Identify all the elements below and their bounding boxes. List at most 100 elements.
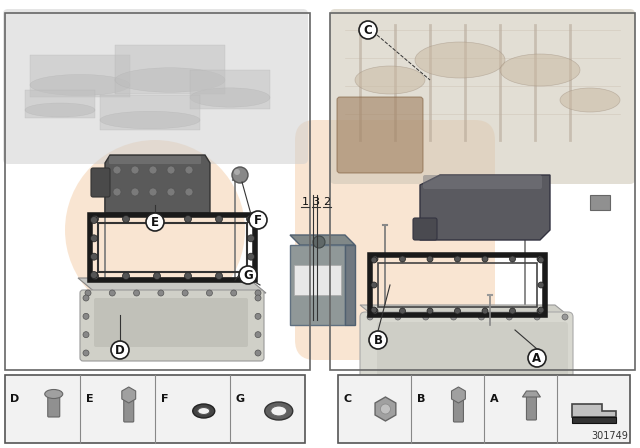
Circle shape (65, 140, 245, 320)
Text: B: B (417, 394, 425, 404)
Ellipse shape (271, 406, 287, 416)
Circle shape (537, 308, 543, 314)
Circle shape (146, 213, 164, 231)
Text: F: F (161, 394, 169, 404)
Ellipse shape (30, 74, 130, 95)
Polygon shape (452, 387, 465, 403)
Ellipse shape (100, 111, 200, 129)
Polygon shape (572, 417, 616, 423)
Circle shape (122, 272, 129, 280)
Bar (5, 375, 305, 443)
Circle shape (534, 314, 540, 320)
Circle shape (454, 308, 461, 314)
Circle shape (154, 215, 161, 223)
Bar (5, 13, 310, 370)
Text: G: G (236, 394, 244, 404)
Circle shape (454, 256, 461, 262)
Circle shape (372, 308, 378, 314)
Circle shape (90, 253, 97, 260)
Polygon shape (122, 387, 136, 403)
Bar (338, 375, 630, 443)
FancyBboxPatch shape (124, 394, 134, 422)
Circle shape (90, 216, 97, 224)
Circle shape (216, 272, 223, 280)
Circle shape (372, 256, 378, 262)
Circle shape (207, 290, 212, 296)
Ellipse shape (193, 404, 215, 418)
Circle shape (246, 215, 253, 223)
Text: D: D (10, 394, 20, 404)
Polygon shape (290, 235, 355, 245)
FancyBboxPatch shape (527, 396, 536, 420)
Text: 301749: 301749 (591, 431, 628, 441)
Circle shape (111, 341, 129, 359)
Bar (115, 45, 225, 94)
Circle shape (369, 331, 387, 349)
Circle shape (92, 272, 99, 280)
Text: 1: 1 (301, 197, 308, 207)
FancyBboxPatch shape (48, 393, 60, 417)
Circle shape (427, 256, 433, 262)
Bar (30, 55, 130, 97)
Circle shape (255, 290, 261, 296)
Circle shape (83, 350, 89, 356)
FancyBboxPatch shape (454, 394, 463, 422)
Text: D: D (115, 344, 125, 357)
Bar (90, 215, 255, 280)
FancyBboxPatch shape (360, 312, 573, 387)
Circle shape (367, 314, 373, 320)
Bar (98, 223, 247, 272)
Circle shape (232, 167, 248, 183)
Polygon shape (522, 391, 540, 397)
Text: G: G (243, 268, 253, 281)
Bar (378, 263, 537, 307)
Circle shape (255, 313, 261, 319)
Ellipse shape (500, 54, 580, 86)
Circle shape (528, 349, 546, 367)
Text: C: C (364, 23, 372, 36)
Circle shape (134, 290, 140, 296)
Circle shape (83, 332, 89, 338)
Bar (25, 90, 95, 118)
Circle shape (122, 215, 129, 223)
Text: A: A (532, 352, 541, 365)
Circle shape (538, 282, 544, 288)
Circle shape (537, 256, 543, 262)
Bar (590, 195, 610, 210)
Circle shape (90, 271, 97, 279)
Text: 3: 3 (312, 197, 319, 207)
Circle shape (255, 295, 261, 301)
Ellipse shape (190, 88, 270, 107)
Circle shape (246, 272, 253, 280)
Bar (290, 245, 345, 325)
Circle shape (113, 166, 121, 174)
Polygon shape (572, 404, 616, 417)
FancyBboxPatch shape (330, 9, 635, 184)
Text: A: A (490, 394, 499, 404)
Circle shape (85, 290, 91, 296)
Text: C: C (344, 394, 352, 404)
Polygon shape (375, 397, 396, 421)
Circle shape (509, 308, 515, 314)
Bar (294, 265, 341, 295)
Circle shape (184, 215, 191, 223)
Polygon shape (420, 175, 550, 240)
Polygon shape (345, 245, 355, 325)
Circle shape (182, 290, 188, 296)
Circle shape (216, 215, 223, 223)
Polygon shape (360, 305, 570, 317)
Circle shape (158, 290, 164, 296)
Circle shape (399, 256, 406, 262)
Circle shape (248, 235, 255, 242)
Ellipse shape (415, 42, 505, 78)
Circle shape (422, 314, 429, 320)
Circle shape (90, 235, 97, 242)
FancyBboxPatch shape (295, 120, 495, 360)
Circle shape (506, 314, 512, 320)
Circle shape (562, 314, 568, 320)
Circle shape (482, 256, 488, 262)
Circle shape (359, 21, 377, 39)
Circle shape (255, 332, 261, 338)
Circle shape (313, 236, 325, 248)
Circle shape (234, 169, 240, 175)
